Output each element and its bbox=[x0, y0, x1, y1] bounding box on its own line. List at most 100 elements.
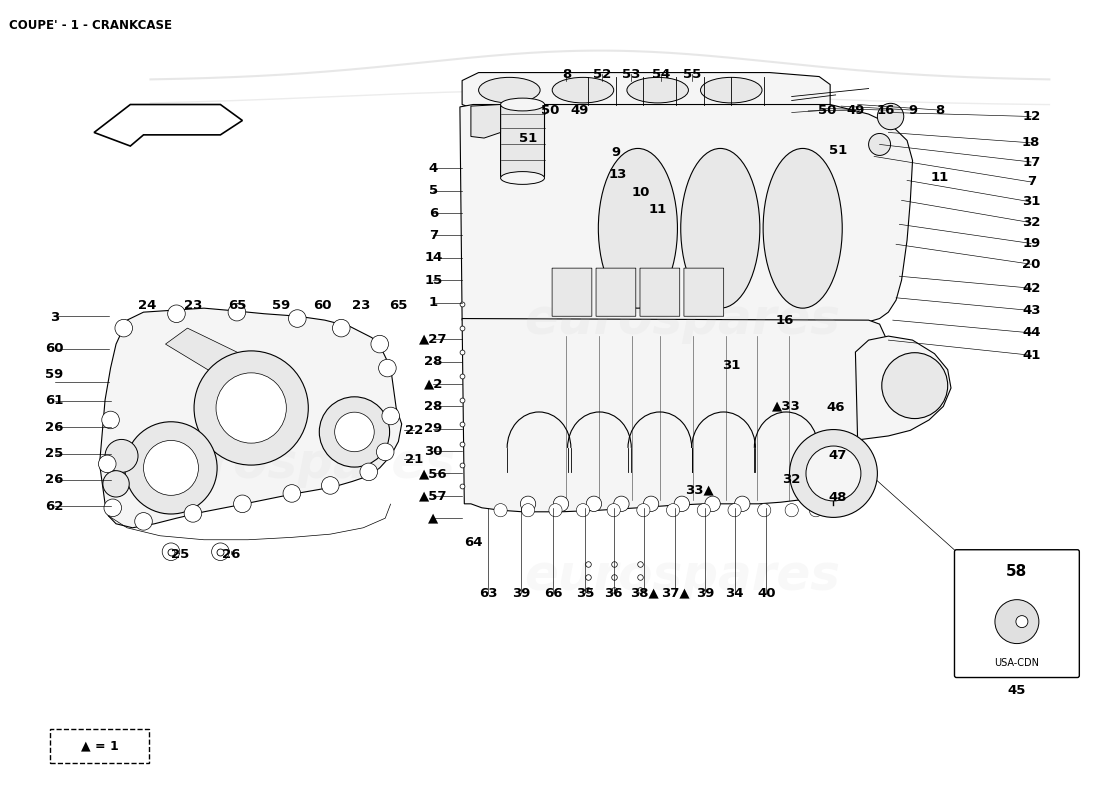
Circle shape bbox=[194, 351, 308, 465]
Text: 37▲: 37▲ bbox=[661, 586, 690, 600]
Polygon shape bbox=[471, 105, 501, 138]
Circle shape bbox=[288, 310, 306, 327]
Text: 26: 26 bbox=[222, 548, 241, 561]
Circle shape bbox=[103, 470, 129, 497]
Text: 25: 25 bbox=[45, 447, 64, 460]
Circle shape bbox=[382, 407, 399, 425]
Text: eurospares: eurospares bbox=[140, 440, 455, 488]
Text: 4: 4 bbox=[429, 162, 438, 175]
Circle shape bbox=[211, 543, 229, 561]
Circle shape bbox=[233, 495, 251, 513]
Circle shape bbox=[790, 430, 878, 518]
Circle shape bbox=[735, 496, 750, 511]
Text: 23: 23 bbox=[352, 299, 371, 312]
Text: 9: 9 bbox=[908, 104, 917, 117]
Circle shape bbox=[728, 504, 741, 517]
Text: 25: 25 bbox=[170, 548, 189, 561]
Text: 50: 50 bbox=[541, 104, 559, 117]
Text: 23: 23 bbox=[184, 299, 202, 312]
Circle shape bbox=[104, 499, 121, 517]
Circle shape bbox=[637, 504, 650, 517]
Text: 49: 49 bbox=[846, 104, 865, 117]
Text: 59: 59 bbox=[45, 368, 64, 381]
Text: eurospares: eurospares bbox=[524, 296, 839, 344]
Circle shape bbox=[521, 504, 535, 517]
Text: 44: 44 bbox=[1022, 326, 1041, 339]
Circle shape bbox=[1016, 616, 1027, 628]
Ellipse shape bbox=[552, 78, 614, 103]
Ellipse shape bbox=[701, 78, 762, 103]
Circle shape bbox=[810, 504, 823, 517]
Text: 11: 11 bbox=[931, 171, 949, 185]
Circle shape bbox=[143, 441, 198, 495]
Text: 15: 15 bbox=[425, 274, 442, 286]
Text: 51: 51 bbox=[519, 131, 537, 145]
Circle shape bbox=[321, 477, 339, 494]
Text: 31: 31 bbox=[1022, 195, 1041, 209]
Text: 11: 11 bbox=[649, 203, 667, 217]
Text: eurospares: eurospares bbox=[524, 552, 839, 600]
Text: 46: 46 bbox=[826, 402, 845, 414]
Circle shape bbox=[184, 505, 201, 522]
Circle shape bbox=[332, 319, 350, 337]
Circle shape bbox=[520, 496, 536, 511]
Text: 51: 51 bbox=[828, 144, 847, 158]
Text: 26: 26 bbox=[45, 474, 64, 486]
Text: 61: 61 bbox=[45, 394, 64, 407]
Text: 47: 47 bbox=[828, 450, 847, 462]
Text: 65: 65 bbox=[228, 299, 246, 312]
Polygon shape bbox=[165, 328, 297, 408]
Ellipse shape bbox=[500, 171, 544, 184]
Text: 28: 28 bbox=[425, 400, 442, 413]
Ellipse shape bbox=[598, 149, 678, 308]
FancyBboxPatch shape bbox=[684, 268, 724, 316]
Text: 36: 36 bbox=[605, 586, 623, 600]
Circle shape bbox=[494, 504, 507, 517]
Circle shape bbox=[99, 455, 116, 473]
Text: 34: 34 bbox=[725, 586, 744, 600]
Circle shape bbox=[134, 513, 152, 530]
Text: 16: 16 bbox=[877, 104, 895, 117]
Circle shape bbox=[869, 134, 891, 155]
Circle shape bbox=[586, 496, 602, 511]
Circle shape bbox=[124, 422, 217, 514]
Circle shape bbox=[994, 600, 1038, 643]
Circle shape bbox=[806, 446, 861, 501]
FancyBboxPatch shape bbox=[640, 268, 680, 316]
Circle shape bbox=[705, 496, 720, 511]
Text: 39: 39 bbox=[695, 586, 714, 600]
Circle shape bbox=[114, 319, 132, 337]
Circle shape bbox=[576, 504, 590, 517]
Text: 42: 42 bbox=[1022, 282, 1041, 294]
Text: 10: 10 bbox=[632, 186, 650, 199]
Text: 18: 18 bbox=[1022, 136, 1041, 150]
Text: 7: 7 bbox=[429, 229, 438, 242]
Circle shape bbox=[378, 359, 396, 377]
Text: ▲2: ▲2 bbox=[424, 378, 443, 390]
Ellipse shape bbox=[763, 149, 843, 308]
Ellipse shape bbox=[681, 149, 760, 308]
Text: 24: 24 bbox=[138, 299, 156, 312]
Polygon shape bbox=[100, 308, 402, 528]
Text: 12: 12 bbox=[1022, 110, 1041, 123]
Circle shape bbox=[553, 496, 569, 511]
Text: 62: 62 bbox=[45, 500, 64, 513]
Circle shape bbox=[758, 504, 771, 517]
Text: 50: 50 bbox=[817, 104, 836, 117]
Text: 19: 19 bbox=[1022, 237, 1041, 250]
Circle shape bbox=[216, 373, 286, 443]
Polygon shape bbox=[462, 318, 889, 512]
Text: 28: 28 bbox=[425, 355, 442, 368]
Circle shape bbox=[228, 303, 245, 321]
Text: 65: 65 bbox=[389, 299, 408, 312]
Circle shape bbox=[102, 411, 119, 429]
Circle shape bbox=[674, 496, 690, 511]
Text: 33▲: 33▲ bbox=[685, 483, 714, 496]
Ellipse shape bbox=[478, 78, 540, 103]
Circle shape bbox=[360, 463, 377, 481]
Text: COUPE' - 1 - CRANKCASE: COUPE' - 1 - CRANKCASE bbox=[9, 18, 172, 32]
Text: 32: 32 bbox=[782, 474, 801, 486]
Text: ▲56: ▲56 bbox=[419, 467, 448, 480]
Ellipse shape bbox=[500, 98, 544, 111]
Polygon shape bbox=[500, 103, 544, 179]
